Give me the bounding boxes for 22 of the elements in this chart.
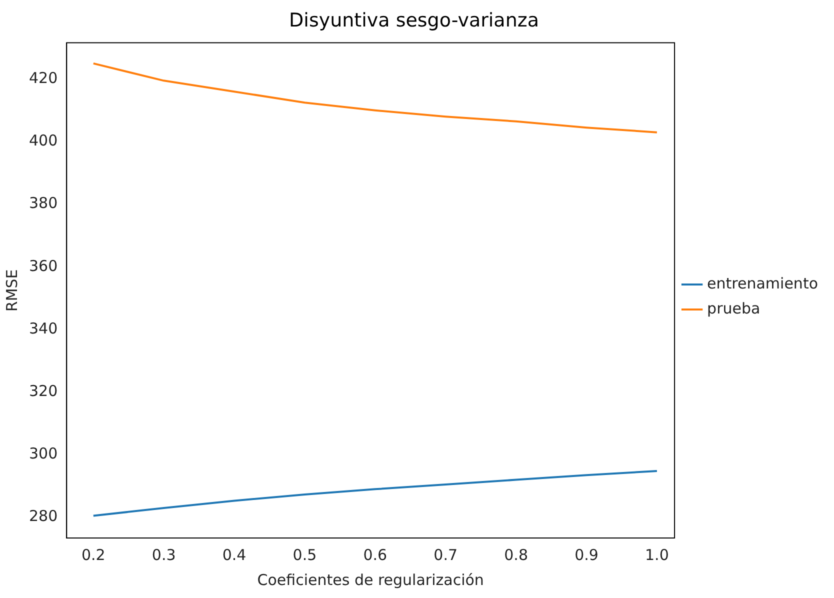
x-tick-label: 0.7 <box>434 546 458 564</box>
y-tick-label: 280 <box>28 507 58 526</box>
x-tick-label: 0.3 <box>152 546 176 564</box>
x-axis-title: Coeficientes de regularización <box>257 570 484 589</box>
x-tick-label: 1.0 <box>645 546 669 564</box>
y-axis-title: RMSE <box>2 269 21 312</box>
x-tick-label: 0.5 <box>292 546 317 564</box>
y-tick-label: 380 <box>28 194 58 212</box>
x-tick-label: 0.4 <box>222 546 246 564</box>
x-tick-label: 0.9 <box>574 546 598 564</box>
y-tick-label: 360 <box>28 256 58 275</box>
y-tick-label: 420 <box>28 69 58 87</box>
y-tick-label: 400 <box>28 132 58 150</box>
x-tick-label: 0.8 <box>504 546 528 564</box>
y-tick-label: 300 <box>28 444 58 463</box>
legend-label: entrenamiento <box>707 274 818 292</box>
x-tick-label: 0.6 <box>363 546 388 564</box>
x-tick-label: 0.2 <box>81 546 106 564</box>
legend-label: prueba <box>707 299 760 318</box>
chart-title: Disyuntiva sesgo-varianza <box>289 9 539 32</box>
y-tick-label: 340 <box>28 319 58 338</box>
y-tick-label: 320 <box>28 382 58 400</box>
